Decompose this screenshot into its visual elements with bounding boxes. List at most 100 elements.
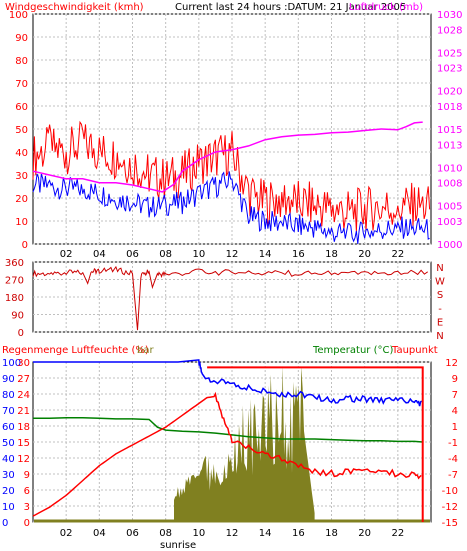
direction-tick-label: 180 [5, 293, 24, 304]
wind-x-tick-label: 16 [292, 249, 305, 260]
rain-tick-label: 24 [17, 390, 30, 401]
wind-x-axis-ticks: 02 04 06 08 10 12 14 16 18 20 22 [60, 249, 404, 260]
rain-tick-label: 6 [24, 486, 30, 497]
humidity-temperature-series [32, 359, 424, 522]
direction-right-labels: NWS-EN [435, 263, 445, 342]
temperature-tick-label: -12 [442, 502, 458, 513]
humidity-x-tick-label: 04 [93, 528, 106, 539]
wind-left-axis-ticks: 0 10 20 30 40 50 60 70 80 90 100 [9, 10, 28, 251]
wind-left-tick-label: 70 [15, 79, 28, 90]
pressure-right-tick-label: 1030 [437, 10, 462, 21]
humidity-x-axis-ticks: 02 04 06 08 10 12 14 16 18 20 22 [60, 528, 404, 539]
wind-left-tick-label: 60 [15, 102, 28, 113]
direction-left-axis-ticks: 0 90 180 270 360 [5, 258, 24, 339]
rain-tick-label: 21 [17, 406, 30, 417]
rain-tick-label: 0 [24, 518, 30, 529]
wind-left-tick-label: 10 [15, 217, 28, 228]
wind-x-tick-label: 06 [126, 249, 139, 260]
direction-series-line [32, 265, 428, 331]
pressure-right-tick-label: 1003 [437, 217, 462, 228]
temperature-tick-label: 12 [445, 358, 458, 369]
pressure-right-tick-label: 1010 [437, 163, 462, 174]
wind-x-tick-label: 14 [259, 249, 272, 260]
humidity-x-tick-label: 20 [358, 528, 371, 539]
rain-total-line [207, 366, 424, 522]
wind-left-tick-label: 100 [9, 10, 28, 21]
wind-left-tick-label: 80 [15, 56, 28, 67]
pressure-right-tick-label: 1013 [437, 140, 462, 151]
wind-x-tick-label: 02 [60, 249, 73, 260]
pressure-bar-label: bar [137, 345, 154, 356]
pressure-right-tick-label: 1015 [437, 125, 462, 136]
direction-compass-label: N [436, 331, 443, 342]
humidity-x-tick-label: 18 [325, 528, 338, 539]
humidity-x-tick-label: 02 [60, 528, 73, 539]
humidity-x-tick-label: 14 [259, 528, 272, 539]
wind-series-lines [32, 120, 431, 245]
pressure-line [32, 121, 423, 193]
pressure-right-tick-label: 1008 [437, 179, 462, 190]
humidity-tick-label: 70 [2, 406, 15, 417]
rain-humidity-label: Regenmenge Luftfeuchte (%) [2, 345, 149, 356]
humidity-x-tick-label: 12 [226, 528, 239, 539]
wind-x-tick-label: 20 [358, 249, 371, 260]
humidity-tick-label: 60 [2, 422, 15, 433]
rain-tick-label: 18 [17, 422, 30, 433]
rain-tick-label: 12 [17, 454, 30, 465]
rain-tick-label: 3 [24, 502, 30, 513]
pressure-right-axis-ticks: 1000 1003 1005 1008 1010 1013 1015 1018 1020 1023… [437, 10, 462, 251]
rain-tick-label: 15 [17, 438, 30, 449]
humidity-percent-ticks: 0 10 20 30 40 50 60 70 80 90 100 [2, 358, 21, 529]
humidity-tick-label: 30 [2, 470, 15, 481]
humidity-line [33, 359, 423, 407]
temperature-line [33, 416, 423, 443]
pressure-right-tick-label: 1023 [437, 64, 462, 75]
temperature-label: Temperatur (°C) [312, 345, 393, 356]
wind-left-tick-label: 40 [15, 148, 28, 159]
temperature-tick-label: -15 [442, 518, 458, 529]
rain-tick-label: 27 [17, 374, 30, 385]
humidity-x-tick-label: 06 [126, 528, 139, 539]
temperature-tick-label: 1 [452, 422, 458, 433]
wind-left-tick-label: 0 [22, 240, 28, 251]
humidity-tick-label: 90 [2, 374, 15, 385]
direction-tick-label: 360 [5, 258, 24, 269]
humidity-tick-label: 50 [2, 438, 15, 449]
humidity-tick-label: 100 [2, 358, 21, 369]
pressure-right-tick-label: 1020 [437, 87, 462, 98]
dewpoint-line [32, 391, 422, 517]
wind-x-tick-label: 04 [93, 249, 106, 260]
temperature-tick-label: -4 [448, 454, 458, 465]
pressure-right-tick-label: 1000 [437, 240, 462, 251]
wind-direction-line [32, 265, 428, 331]
pressure-bar-area [174, 365, 315, 522]
direction-tick-label: 270 [5, 276, 24, 287]
humidity-x-tick-label: 10 [192, 528, 205, 539]
wind-x-tick-label: 18 [325, 249, 338, 260]
direction-compass-label: S [437, 290, 443, 301]
pressure-axis-label: Luftdruck (mb) [349, 2, 423, 13]
humidity-tick-label: 80 [2, 390, 15, 401]
direction-tick-label: 90 [11, 311, 24, 322]
wind-left-tick-label: 90 [15, 33, 28, 44]
wind-left-tick-label: 30 [15, 171, 28, 182]
wind-average-line [32, 171, 430, 245]
wind-x-tick-label: 10 [192, 249, 205, 260]
temperature-tick-label: -10 [442, 486, 458, 497]
humidity-tick-label: 20 [2, 486, 15, 497]
direction-compass-label: W [435, 277, 445, 288]
dewpoint-label: Taupunkt [391, 345, 438, 356]
temperature-tick-label: 9 [452, 374, 458, 385]
rain-amount-ticks: 0 3 6 9 12 15 18 21 24 27 30 [17, 358, 30, 529]
wind-left-tick-label: 20 [15, 194, 28, 205]
wind-left-tick-label: 50 [15, 125, 28, 136]
temperature-tick-label: -1 [448, 438, 458, 449]
pressure-right-tick-label: 1018 [437, 102, 462, 113]
humidity-x-tick-label: 16 [292, 528, 305, 539]
temperature-tick-label: 7 [452, 390, 458, 401]
direction-compass-label: - [438, 304, 442, 315]
rain-tick-label: 30 [17, 358, 30, 369]
pressure-right-tick-label: 1025 [437, 48, 462, 59]
humidity-tick-label: 10 [2, 502, 15, 513]
